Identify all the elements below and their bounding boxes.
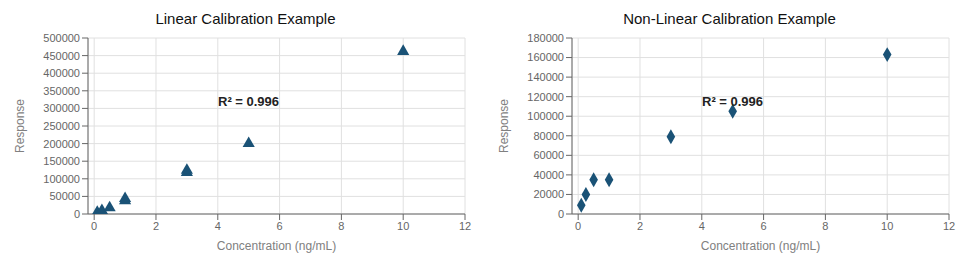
svg-text:20000: 20000 xyxy=(533,188,564,200)
svg-text:Response: Response xyxy=(13,99,27,153)
svg-text:100000: 100000 xyxy=(43,173,80,185)
svg-text:40000: 40000 xyxy=(533,169,564,181)
svg-text:4: 4 xyxy=(215,220,221,232)
svg-text:300000: 300000 xyxy=(43,102,80,114)
svg-text:80000: 80000 xyxy=(533,130,564,142)
svg-text:8: 8 xyxy=(338,220,344,232)
svg-text:180000: 180000 xyxy=(527,32,564,44)
svg-text:2: 2 xyxy=(153,220,159,232)
svg-text:450000: 450000 xyxy=(43,50,80,62)
svg-text:0: 0 xyxy=(558,208,564,220)
svg-text:10: 10 xyxy=(397,220,409,232)
svg-text:100000: 100000 xyxy=(527,110,564,122)
svg-text:8: 8 xyxy=(822,220,828,232)
svg-text:140000: 140000 xyxy=(527,71,564,83)
html-text:R² = 0.996: R² = 0.996 xyxy=(218,94,280,109)
svg-text:200000: 200000 xyxy=(43,138,80,150)
html-text:Non-Linear Calibration Example: Non-Linear Calibration Example xyxy=(623,10,836,27)
html-text:Linear Calibration Example: Linear Calibration Example xyxy=(155,10,336,27)
svg-text:120000: 120000 xyxy=(527,91,564,103)
svg-text:60000: 60000 xyxy=(533,149,564,161)
svg-text:4: 4 xyxy=(699,220,705,232)
svg-text:Response: Response xyxy=(497,99,511,153)
svg-text:12: 12 xyxy=(459,220,471,232)
svg-text:6: 6 xyxy=(277,220,283,232)
svg-text:2: 2 xyxy=(637,220,643,232)
svg-text:50000: 50000 xyxy=(49,190,80,202)
svg-text:150000: 150000 xyxy=(43,155,80,167)
html-text:R² = 0.996: R² = 0.996 xyxy=(702,94,764,109)
svg-text:6: 6 xyxy=(761,220,767,232)
svg-text:Concentration (ng/mL): Concentration (ng/mL) xyxy=(701,239,820,253)
svg-text:500000: 500000 xyxy=(43,32,80,44)
svg-text:0: 0 xyxy=(74,208,80,220)
svg-text:250000: 250000 xyxy=(43,120,80,132)
svg-text:400000: 400000 xyxy=(43,67,80,79)
svg-text:10: 10 xyxy=(881,220,893,232)
svg-text:350000: 350000 xyxy=(43,85,80,97)
svg-text:0: 0 xyxy=(91,220,97,232)
svg-text:160000: 160000 xyxy=(527,51,564,63)
svg-text:0: 0 xyxy=(575,220,581,232)
svg-text:Concentration (ng/mL): Concentration (ng/mL) xyxy=(217,239,336,253)
svg-text:12: 12 xyxy=(943,220,955,232)
